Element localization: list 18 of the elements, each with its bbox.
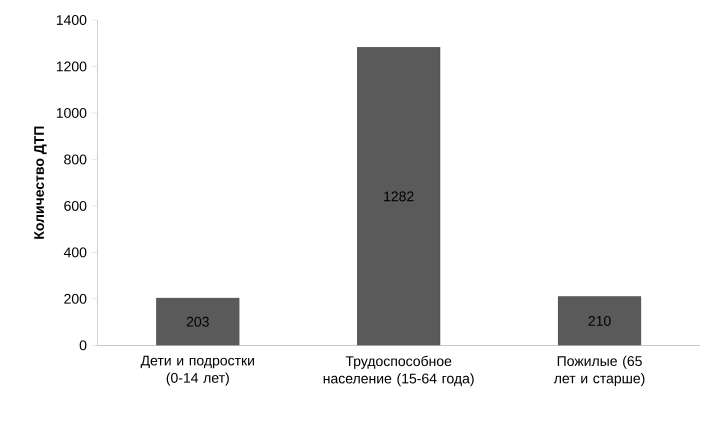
x-tick-label: Пожилые (65 лет и старше): [554, 356, 644, 386]
y-tick-label: 400: [64, 247, 86, 258]
y-tick-label: 1000: [56, 108, 86, 118]
bar: [357, 47, 440, 346]
bar: [558, 296, 642, 346]
x-tick-label: Трудоспособное население (15-64 года): [324, 356, 474, 386]
data-label: 210: [588, 316, 611, 326]
y-tick-label: 200: [64, 294, 86, 304]
y-tick-label: 1200: [56, 62, 86, 72]
y-tick-label: 800: [64, 154, 86, 164]
y-tick-label: 600: [64, 200, 86, 211]
data-label: 203: [186, 316, 209, 327]
x-tick-label: Дети и подростки (0-14 лет): [140, 356, 254, 386]
data-label: 1282: [384, 191, 414, 202]
y-axis-title: Количество ДТП: [34, 126, 47, 239]
y-tick-label: 0: [80, 340, 86, 350]
y-tick-label: 1400: [56, 15, 86, 25]
bar: [156, 298, 240, 346]
